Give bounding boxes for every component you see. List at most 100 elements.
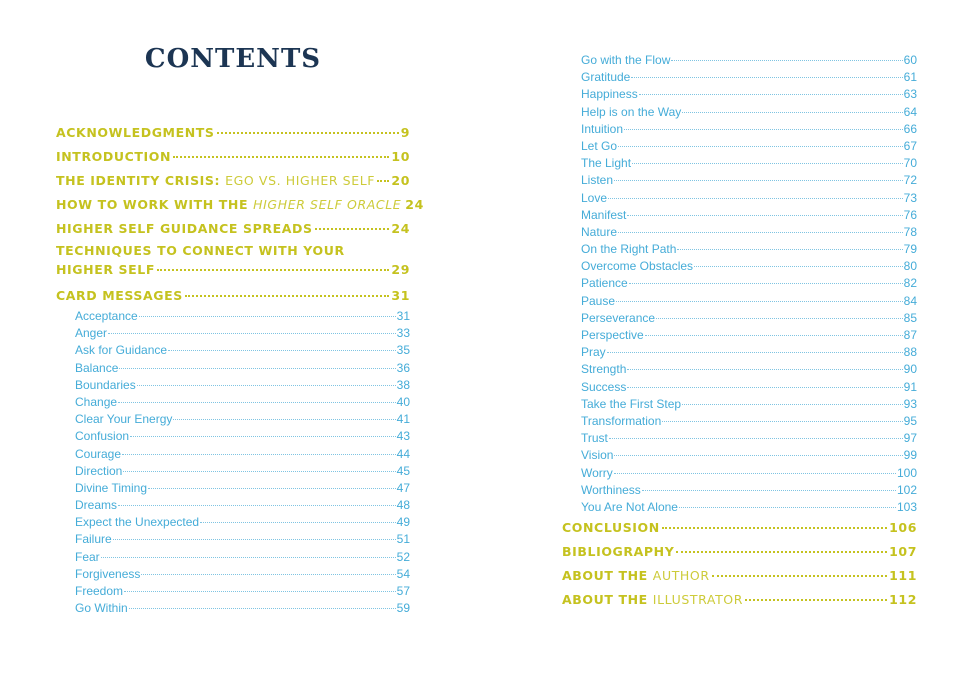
sub-entry: Failure 51 <box>56 531 410 548</box>
dot-leader <box>108 333 396 335</box>
page-number: 87 <box>903 328 917 342</box>
entry-title: Worry <box>581 465 613 480</box>
entry-title: Dreams <box>75 498 118 513</box>
sub-entry: Go with the Flow 60 <box>562 52 917 69</box>
page-number: 20 <box>391 173 410 188</box>
sub-entry: Pray 88 <box>562 344 917 361</box>
entry-title: Boundaries <box>75 377 136 392</box>
page-number: 24 <box>391 221 410 236</box>
main-entry: ABOUT THE ILLUSTRATOR 112 <box>562 588 917 612</box>
entry-title: Take the First Step <box>581 396 682 411</box>
dot-leader <box>618 231 903 233</box>
entry-title: Let Go <box>581 138 618 153</box>
entry-title: BIBLIOGRAPHY <box>562 544 675 560</box>
entry-title: The Light <box>581 156 632 171</box>
dot-leader <box>216 132 399 134</box>
dot-leader <box>745 599 888 602</box>
sub-entry: Gratitude 61 <box>562 69 917 86</box>
page-number: 64 <box>903 104 917 119</box>
page-number: 10 <box>391 149 410 164</box>
sub-entry: Let Go 67 <box>562 138 917 155</box>
entry-subtitle: AUTHOR <box>652 568 710 584</box>
entry-title: ACKNOWLEDGMENTS <box>56 125 215 140</box>
page-number: 90 <box>903 362 917 377</box>
page-number: 31 <box>396 309 410 323</box>
entry-subtitle: ILLUSTRATOR <box>652 592 744 608</box>
dot-leader <box>682 403 903 405</box>
dot-leader <box>662 420 903 422</box>
sub-entry: Confusion 43 <box>56 428 410 445</box>
page-number: 70 <box>903 156 917 171</box>
sub-entry: The Light 70 <box>562 155 917 172</box>
dot-leader <box>173 156 390 158</box>
page-number: 84 <box>903 293 917 308</box>
page-number: 9 <box>400 125 410 140</box>
main-entry: HIGHER SELF GUIDANCE SPREADS 24 <box>56 217 410 241</box>
page-number: 82 <box>903 276 917 291</box>
sub-entry: Pause 84 <box>562 293 917 310</box>
entry-title: ABOUT THE <box>562 592 648 608</box>
entry-subtitle: HIGHER SELF ORACLE <box>253 197 402 212</box>
sub-entry: Courage 44 <box>56 446 410 463</box>
page-number: 85 <box>903 310 917 325</box>
dot-leader <box>200 522 396 524</box>
dot-leader <box>118 505 396 507</box>
dot-leader <box>676 551 888 554</box>
sub-entry: Boundaries 38 <box>56 377 410 394</box>
dot-leader <box>677 249 903 251</box>
dot-leader <box>682 111 903 113</box>
main-entry: THE IDENTITY CRISIS: EGO VS. HIGHER SELF 2… <box>56 169 410 193</box>
main-entry: ABOUT THE AUTHOR 111 <box>562 564 917 588</box>
page-number: 67 <box>903 138 917 153</box>
page-number: 102 <box>896 482 917 497</box>
dot-leader <box>632 163 903 165</box>
sub-entry: Love 73 <box>562 190 917 207</box>
dot-leader <box>128 608 396 610</box>
dot-leader <box>136 384 396 386</box>
sub-entry: Clear Your Energy 41 <box>56 411 410 428</box>
page-number: 66 <box>903 121 917 136</box>
page-number: 51 <box>396 532 410 547</box>
sub-entry: On the Right Path 79 <box>562 241 917 258</box>
sub-entry: Success 91 <box>562 379 917 396</box>
page-number: 54 <box>396 566 410 581</box>
entry-title: Confusion <box>75 429 130 444</box>
left-column: ACKNOWLEDGMENTS 9 INTRODUCTION 10 THE IDENTI… <box>56 121 423 617</box>
sub-entry: Strength 90 <box>562 361 917 378</box>
dot-leader <box>168 350 396 352</box>
entry-title: Go with the Flow <box>581 53 671 67</box>
page-number: 52 <box>396 549 410 564</box>
page-number: 57 <box>396 584 410 598</box>
entry-title: ABOUT THE <box>562 568 648 584</box>
page-number: 45 <box>396 463 410 478</box>
entry-title: Failure <box>75 532 112 547</box>
sub-entry: Acceptance 31 <box>56 308 410 325</box>
dot-leader <box>100 556 396 558</box>
entry-title: Divine Timing <box>75 480 148 495</box>
dot-leader <box>613 472 896 474</box>
page-number: 48 <box>396 498 410 513</box>
entry-title: Happiness <box>581 87 638 102</box>
dot-leader <box>694 266 903 268</box>
entry-title: THE IDENTITY CRISIS: <box>56 173 221 188</box>
page-number: 100 <box>896 465 917 480</box>
entry-title: Gratitude <box>581 70 631 85</box>
page-number: 97 <box>903 431 917 446</box>
dot-leader <box>638 94 903 96</box>
entry-title: Overcome Obstacles <box>581 259 694 274</box>
sub-entry: Happiness 63 <box>562 86 917 103</box>
entry-title: Direction <box>75 463 123 478</box>
main-entry: BIBLIOGRAPHY 107 <box>562 540 917 564</box>
sub-entry: Trust 97 <box>562 430 917 447</box>
sub-entry: Listen 72 <box>562 172 917 189</box>
entry-title: Forgiveness <box>75 566 141 581</box>
page-number: 43 <box>396 429 410 444</box>
entry-title: Vision <box>581 448 614 463</box>
page-number: 29 <box>391 262 410 277</box>
dot-leader <box>314 228 390 230</box>
page-number: 24 <box>405 197 424 212</box>
dot-leader <box>608 197 903 199</box>
entry-title: Freedom <box>75 584 124 598</box>
page-number: 78 <box>903 224 917 239</box>
entry-title: You Are Not Alone <box>581 499 678 514</box>
